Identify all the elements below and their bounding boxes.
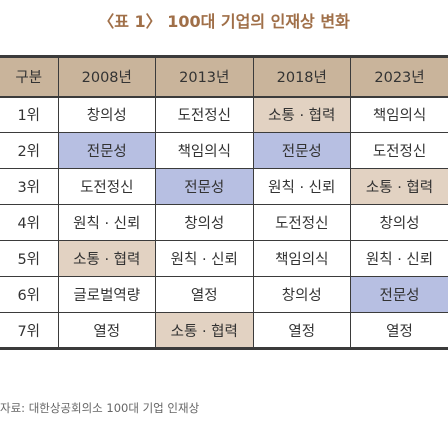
table-title: 〈표 1〉 100대 기업의 인재상 변화 <box>98 12 350 31</box>
table-row: 2위 전문성 책임의식 전문성 도전정신 <box>0 132 448 169</box>
table-cell-highlight-tan: 소통 · 협력 <box>155 312 253 350</box>
table-row: 1위 창의성 도전정신 소통 · 협력 책임의식 <box>0 96 448 133</box>
table-row: 5위 소통 · 협력 원칙 · 신뢰 책임의식 원칙 · 신뢰 <box>0 240 448 277</box>
table-cell-highlight-blue: 전문성 <box>350 276 448 313</box>
source-note: 자료: 대한상공회의소 100대 기업 인재상 <box>0 401 200 415</box>
table-cell: 원칙 · 신뢰 <box>57 204 156 241</box>
rank-cell: 1위 <box>0 96 58 133</box>
table-cell: 책임의식 <box>155 132 253 169</box>
table-cell: 글로벌역량 <box>57 276 156 313</box>
table-cell: 창의성 <box>57 96 156 133</box>
table-row: 6위 글로벌역량 열정 창의성 전문성 <box>0 276 448 313</box>
table-cell-highlight-blue: 전문성 <box>252 132 351 169</box>
table-cell: 창의성 <box>155 204 253 241</box>
table-cell: 책임의식 <box>252 240 351 277</box>
header-2008: 2008년 <box>57 55 156 98</box>
talent-change-table: 구분 2008년 2013년 2018년 2023년 1위 창의성 도전정신 소… <box>0 55 448 350</box>
table-cell-highlight-blue: 전문성 <box>57 132 156 169</box>
header-category: 구분 <box>0 55 58 98</box>
table-cell: 원칙 · 신뢰 <box>350 240 448 277</box>
table-cell: 도전정신 <box>350 132 448 169</box>
rank-cell: 4위 <box>0 204 58 241</box>
table-row: 4위 원칙 · 신뢰 창의성 도전정신 창의성 <box>0 204 448 241</box>
header-2013: 2013년 <box>155 55 253 98</box>
table-cell: 열정 <box>350 312 448 350</box>
table-cell: 열정 <box>155 276 253 313</box>
table-cell: 원칙 · 신뢰 <box>155 240 253 277</box>
table-cell: 창의성 <box>252 276 351 313</box>
table-cell: 창의성 <box>350 204 448 241</box>
table-cell-highlight-tan: 소통 · 협력 <box>57 240 156 277</box>
header-2023: 2023년 <box>350 55 448 98</box>
table-cell-highlight-blue: 전문성 <box>155 168 253 205</box>
table-cell: 열정 <box>252 312 351 350</box>
table-cell: 도전정신 <box>252 204 351 241</box>
table-cell: 원칙 · 신뢰 <box>252 168 351 205</box>
rank-cell: 3위 <box>0 168 58 205</box>
rank-cell: 6위 <box>0 276 58 313</box>
rank-cell: 5위 <box>0 240 58 277</box>
rank-cell: 2위 <box>0 132 58 169</box>
rank-cell: 7위 <box>0 312 58 350</box>
header-row: 구분 2008년 2013년 2018년 2023년 <box>0 55 448 98</box>
table-cell: 열정 <box>57 312 156 350</box>
table-cell: 도전정신 <box>155 96 253 133</box>
table-cell-highlight-tan: 소통 · 협력 <box>350 168 448 205</box>
header-2018: 2018년 <box>252 55 351 98</box>
table-cell-highlight-tan: 소통 · 협력 <box>252 96 351 133</box>
table-cell: 도전정신 <box>57 168 156 205</box>
table-cell: 책임의식 <box>350 96 448 133</box>
table-row: 7위 열정 소통 · 협력 열정 열정 <box>0 312 448 350</box>
table-row: 3위 도전정신 전문성 원칙 · 신뢰 소통 · 협력 <box>0 168 448 205</box>
